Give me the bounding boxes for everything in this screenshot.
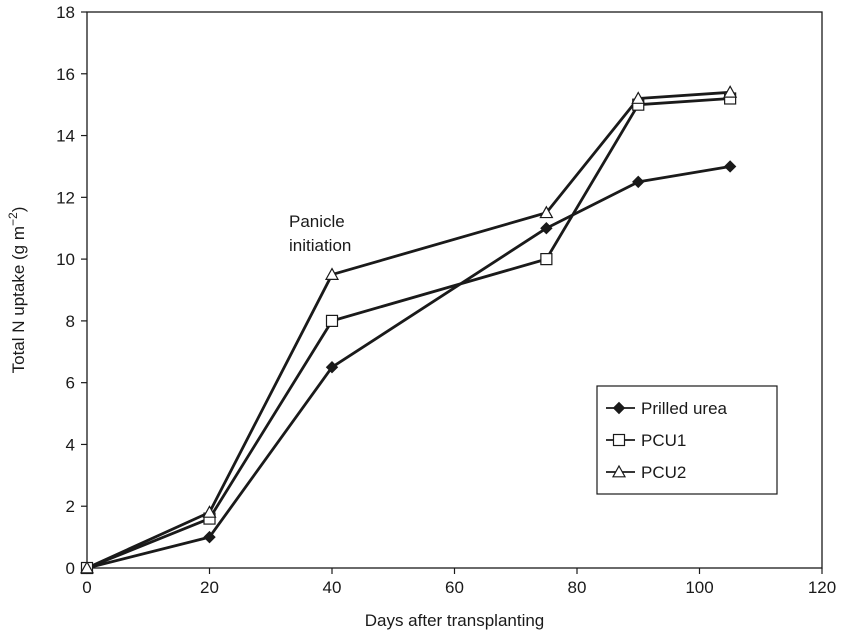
legend-item-pcu1: PCU1: [606, 431, 686, 450]
y-tick-label: 10: [56, 250, 75, 269]
legend-marker: [611, 464, 627, 478]
data-point-pcu2: [723, 85, 738, 98]
data-point-prilled-urea: [325, 361, 339, 374]
x-tick-label: 120: [808, 578, 836, 597]
legend-item-pcu2: PCU2: [606, 463, 686, 482]
data-point-pcu2: [539, 205, 554, 219]
data-point-pcu1: [325, 314, 339, 327]
x-axis: 0 20 40 60 80 100 120: [82, 568, 836, 597]
legend-label: PCU2: [641, 463, 686, 482]
data-point-prilled-urea: [632, 175, 645, 189]
series-markers-pcu2: [79, 85, 738, 574]
data-point-pcu2: [202, 505, 217, 518]
series-pcu2: [86, 90, 731, 570]
data-point-pcu2: [79, 560, 95, 574]
data-point-prilled-urea: [723, 160, 737, 173]
y-axis: 0 2 4 6 8 10 12 14 16 18: [56, 3, 87, 578]
series-line-prilled-urea: [86, 165, 731, 570]
y-axis-title: Total N uptake (g m−2): [6, 207, 28, 374]
series-layer: [79, 85, 738, 575]
panicle-initiation-annotation: Panicle initiation: [289, 212, 351, 255]
annotation-line-1: Panicle: [289, 212, 345, 231]
series-markers-prilled-urea: [80, 160, 737, 575]
legend: Prilled urea PCU1 PCU2: [596, 385, 778, 495]
x-tick-label: 40: [323, 578, 342, 597]
y-tick-label: 4: [66, 435, 75, 454]
x-tick-label: 20: [200, 578, 219, 597]
legend-label: PCU1: [641, 431, 686, 450]
data-point-prilled-urea: [540, 222, 553, 235]
data-point-pcu2: [631, 91, 646, 104]
y-tick-label: 0: [66, 559, 75, 578]
y-tick-label: 12: [56, 188, 75, 207]
legend-item-prilled-urea: Prilled urea: [606, 399, 728, 418]
y-tick-label: 18: [56, 3, 75, 22]
legend-label: Prilled urea: [641, 399, 728, 418]
x-axis-title: Days after transplanting: [365, 611, 545, 630]
y-tick-label: 2: [66, 497, 75, 516]
y-tick-label: 14: [56, 127, 75, 146]
series-pcu1: [86, 97, 731, 570]
y-tick-label: 8: [66, 312, 75, 331]
y-tick-label: 6: [66, 374, 75, 393]
data-point-pcu2: [324, 267, 340, 280]
y-tick-label: 16: [56, 65, 75, 84]
x-tick-label: 100: [685, 578, 713, 597]
x-tick-label: 60: [445, 578, 464, 597]
series-prilled-urea: [86, 165, 731, 570]
x-tick-label: 80: [568, 578, 587, 597]
legend-marker: [612, 401, 626, 415]
data-point-pcu1: [540, 253, 553, 266]
series-markers-pcu1: [80, 92, 737, 575]
annotation-line-2: initiation: [289, 236, 351, 255]
legend-marker: [612, 433, 626, 447]
data-point-prilled-urea: [203, 530, 216, 544]
series-line-pcu1: [86, 97, 731, 570]
series-line-pcu2: [86, 90, 731, 570]
x-tick-label: 0: [82, 578, 91, 597]
